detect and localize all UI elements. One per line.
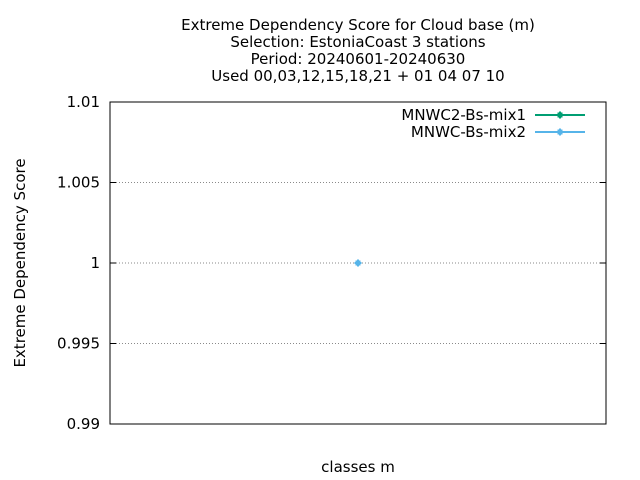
chart-title-line: Extreme Dependency Score for Cloud base … [181, 16, 535, 34]
y-tick-label: 1.01 [67, 93, 100, 111]
y-axis-ticks: 0.99 0.995 1 1.005 1.01 [57, 93, 606, 433]
chart-title: Extreme Dependency Score for Cloud base … [181, 16, 535, 85]
series-points [354, 259, 362, 267]
y-axis-label: Extreme Dependency Score [11, 158, 29, 367]
x-axis-label: classes m [321, 458, 395, 476]
chart-title-line: Used 00,03,12,15,18,21 + 01 04 07 10 [211, 67, 504, 85]
y-tick-label: 0.995 [57, 335, 100, 353]
chart-title-line: Period: 20240601-20240630 [251, 50, 466, 68]
legend-label: MNWC-Bs-mix2 [411, 123, 526, 141]
data-point [354, 259, 362, 267]
chart-title-line: Selection: EstoniaCoast 3 stations [230, 33, 485, 51]
legend-item: MNWC-Bs-mix2 [411, 123, 585, 141]
y-tick-label: 0.99 [67, 415, 100, 433]
y-tick-label: 1 [90, 254, 100, 272]
y-tick-label: 1.005 [57, 174, 100, 192]
legend-marker [556, 111, 564, 119]
legend-label: MNWC2-Bs-mix1 [401, 106, 526, 124]
legend-marker [556, 128, 564, 136]
legend-item: MNWC2-Bs-mix1 [401, 106, 585, 124]
